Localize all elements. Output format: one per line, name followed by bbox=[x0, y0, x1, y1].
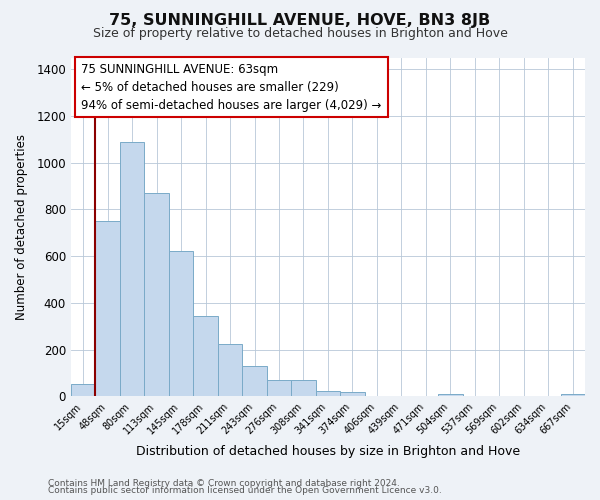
Text: Contains public sector information licensed under the Open Government Licence v3: Contains public sector information licen… bbox=[48, 486, 442, 495]
Bar bbox=[267, 380, 291, 396]
Bar bbox=[316, 390, 340, 396]
Bar bbox=[218, 344, 242, 397]
Text: Size of property relative to detached houses in Brighton and Hove: Size of property relative to detached ho… bbox=[92, 28, 508, 40]
Bar bbox=[340, 392, 365, 396]
Bar bbox=[193, 316, 218, 396]
X-axis label: Distribution of detached houses by size in Brighton and Hove: Distribution of detached houses by size … bbox=[136, 444, 520, 458]
Bar bbox=[560, 394, 585, 396]
Bar bbox=[145, 193, 169, 396]
Text: 75, SUNNINGHILL AVENUE, HOVE, BN3 8JB: 75, SUNNINGHILL AVENUE, HOVE, BN3 8JB bbox=[109, 12, 491, 28]
Bar bbox=[438, 394, 463, 396]
Y-axis label: Number of detached properties: Number of detached properties bbox=[15, 134, 28, 320]
Text: 75 SUNNINGHILL AVENUE: 63sqm
← 5% of detached houses are smaller (229)
94% of se: 75 SUNNINGHILL AVENUE: 63sqm ← 5% of det… bbox=[81, 62, 382, 112]
Bar bbox=[120, 142, 145, 396]
Bar bbox=[71, 384, 95, 396]
Bar bbox=[291, 380, 316, 396]
Bar bbox=[169, 252, 193, 396]
Bar bbox=[242, 366, 267, 396]
Bar bbox=[95, 221, 120, 396]
Text: Contains HM Land Registry data © Crown copyright and database right 2024.: Contains HM Land Registry data © Crown c… bbox=[48, 478, 400, 488]
